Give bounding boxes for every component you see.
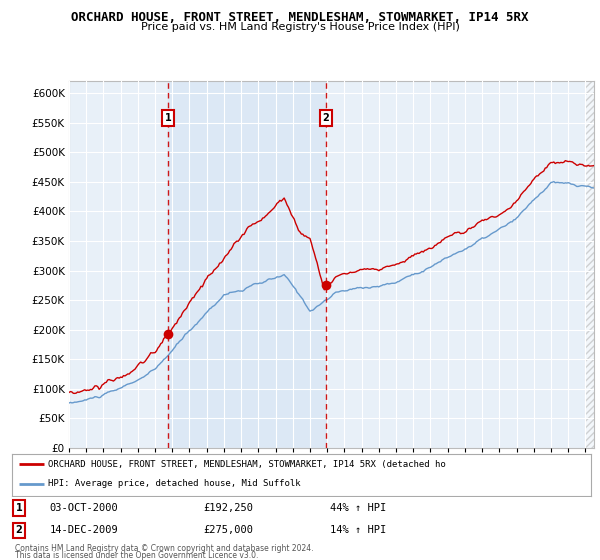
Text: 03-OCT-2000: 03-OCT-2000 xyxy=(50,503,118,513)
Bar xyxy=(168,81,326,448)
Text: £192,250: £192,250 xyxy=(203,503,253,513)
Text: Contains HM Land Registry data © Crown copyright and database right 2024.: Contains HM Land Registry data © Crown c… xyxy=(15,544,314,553)
Text: 1: 1 xyxy=(16,503,22,513)
Text: Price paid vs. HM Land Registry's House Price Index (HPI): Price paid vs. HM Land Registry's House … xyxy=(140,22,460,32)
Text: 1: 1 xyxy=(164,113,172,123)
Text: 44% ↑ HPI: 44% ↑ HPI xyxy=(331,503,387,513)
Text: This data is licensed under the Open Government Licence v3.0.: This data is licensed under the Open Gov… xyxy=(15,551,259,560)
Text: 14-DEC-2009: 14-DEC-2009 xyxy=(50,525,118,535)
Text: ORCHARD HOUSE, FRONT STREET, MENDLESHAM, STOWMARKET, IP14 5RX (detached ho: ORCHARD HOUSE, FRONT STREET, MENDLESHAM,… xyxy=(48,460,446,469)
Text: ORCHARD HOUSE, FRONT STREET, MENDLESHAM, STOWMARKET, IP14 5RX: ORCHARD HOUSE, FRONT STREET, MENDLESHAM,… xyxy=(71,11,529,24)
Text: 2: 2 xyxy=(322,113,329,123)
Bar xyxy=(586,81,594,448)
Text: 2: 2 xyxy=(16,525,22,535)
Text: £275,000: £275,000 xyxy=(203,525,253,535)
Text: 14% ↑ HPI: 14% ↑ HPI xyxy=(331,525,387,535)
Text: HPI: Average price, detached house, Mid Suffolk: HPI: Average price, detached house, Mid … xyxy=(48,479,301,488)
